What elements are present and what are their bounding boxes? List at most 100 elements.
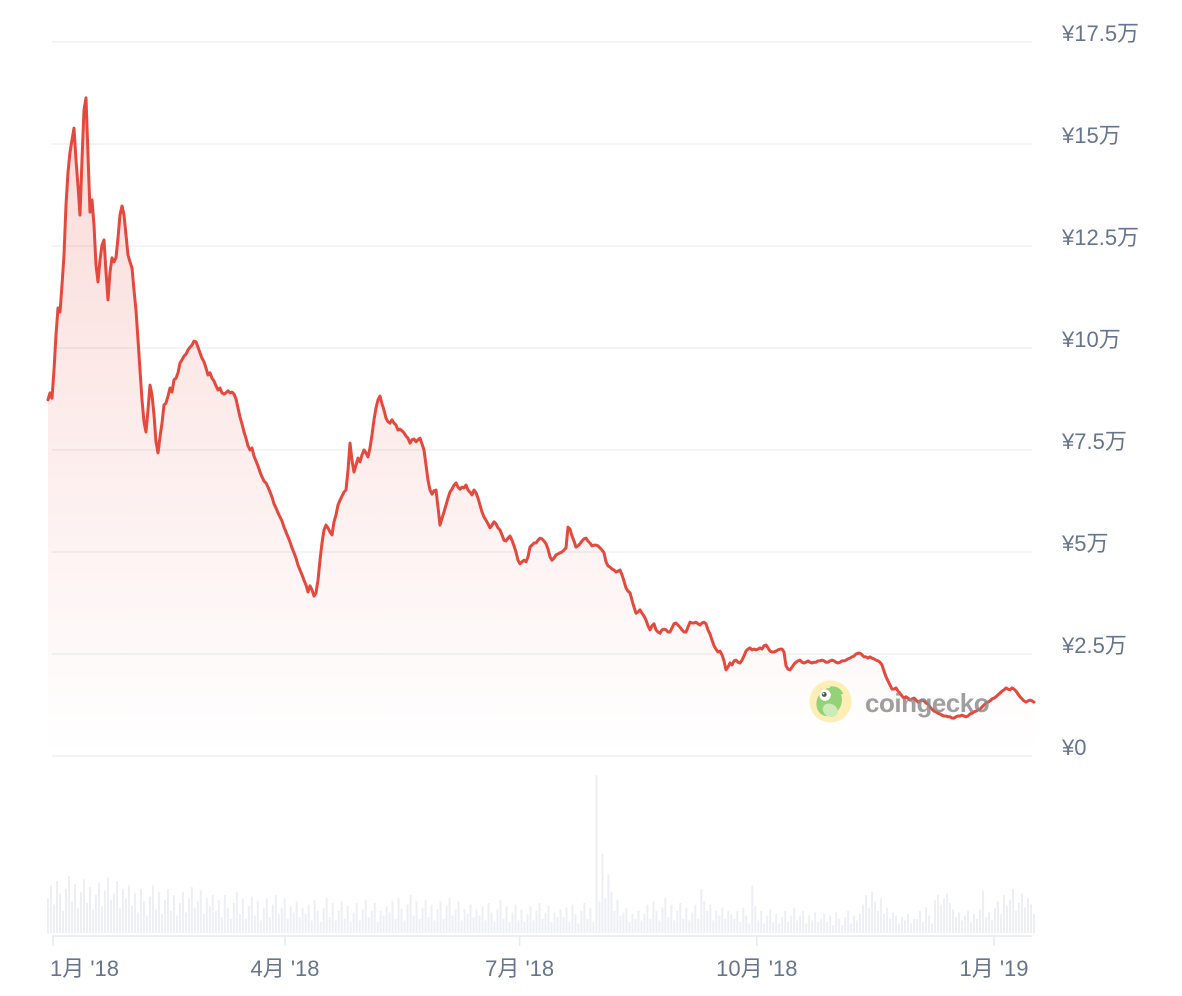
volume-bar bbox=[820, 918, 823, 933]
volume-bar bbox=[349, 921, 352, 933]
price-area-fill bbox=[48, 97, 1034, 756]
volume-bar bbox=[92, 909, 94, 933]
volume-bar bbox=[919, 910, 922, 933]
volume-bar bbox=[943, 898, 946, 933]
volume-bar bbox=[121, 888, 124, 933]
volume-bar bbox=[298, 917, 301, 933]
volume-bar bbox=[823, 914, 826, 933]
volume-bar bbox=[361, 909, 364, 933]
y-axis-label: ¥12.5万 bbox=[1061, 225, 1139, 250]
volume-bar bbox=[268, 917, 271, 933]
volume-bar bbox=[175, 915, 178, 933]
volume-bar bbox=[178, 903, 181, 933]
volume-bar bbox=[490, 912, 493, 933]
volume-bar bbox=[805, 923, 808, 933]
volume-bar bbox=[433, 920, 436, 933]
volume-bar bbox=[71, 901, 73, 933]
volume-bar bbox=[553, 912, 556, 933]
volume-bar bbox=[772, 921, 775, 933]
volume-bar bbox=[466, 914, 469, 933]
volume-bar bbox=[469, 904, 472, 933]
volume-bar bbox=[280, 907, 283, 933]
volume-bar bbox=[430, 904, 433, 933]
volume-bar bbox=[205, 898, 208, 933]
volume-bar bbox=[808, 915, 811, 933]
volume-bar bbox=[673, 920, 676, 933]
volume-bar bbox=[559, 909, 562, 933]
volume-bar bbox=[511, 912, 514, 933]
volume-bar bbox=[364, 899, 367, 933]
volume-bar bbox=[250, 896, 253, 933]
price-line bbox=[46, 96, 1036, 720]
volume-bar bbox=[565, 907, 568, 933]
volume-bar bbox=[112, 893, 115, 933]
volume-bar bbox=[1012, 888, 1014, 933]
volume-bar bbox=[145, 915, 148, 933]
volume-bar bbox=[658, 920, 661, 933]
volume-bar bbox=[325, 898, 328, 933]
volume-bar bbox=[214, 910, 217, 933]
volume-bar bbox=[973, 914, 975, 933]
volume-bar bbox=[538, 903, 541, 933]
volume-bar bbox=[65, 888, 67, 933]
volume-bar bbox=[304, 914, 307, 933]
volume-bar bbox=[499, 899, 502, 933]
volume-bar bbox=[859, 914, 862, 933]
volume-bar bbox=[211, 895, 214, 933]
volume-bar bbox=[703, 901, 706, 933]
volume-bar bbox=[277, 914, 280, 933]
volume-bar bbox=[157, 891, 160, 933]
volume-bar bbox=[376, 921, 379, 933]
volume-bar bbox=[595, 775, 598, 933]
volume-bar bbox=[901, 917, 904, 933]
volume-bar bbox=[505, 906, 508, 933]
volume-bar bbox=[352, 912, 355, 933]
volume-bar bbox=[412, 915, 415, 933]
volume-bar bbox=[301, 907, 304, 933]
volume-bar bbox=[664, 898, 667, 933]
volume-bar bbox=[577, 923, 580, 933]
volume-bar bbox=[163, 899, 166, 933]
volume-bar bbox=[136, 912, 139, 933]
volume-bar bbox=[241, 898, 244, 933]
volume-bar bbox=[247, 906, 250, 933]
volume-bar bbox=[889, 918, 892, 933]
volume-bar bbox=[292, 912, 295, 933]
volume-bar bbox=[283, 898, 286, 933]
volume-bar bbox=[502, 918, 505, 933]
volume-bar bbox=[80, 891, 82, 933]
volume-bar bbox=[196, 901, 199, 933]
volume-bar bbox=[403, 920, 406, 933]
volume-bar bbox=[1006, 906, 1008, 933]
volume-bar bbox=[256, 901, 259, 933]
volume-bar bbox=[652, 901, 655, 933]
volume-bar bbox=[397, 898, 400, 933]
volume-bar bbox=[748, 923, 751, 933]
volume-bar bbox=[202, 914, 205, 933]
volume-bar bbox=[592, 921, 595, 933]
volume-bar bbox=[994, 907, 996, 933]
volume-bar bbox=[151, 885, 154, 933]
volume-bar bbox=[367, 917, 370, 933]
volume-bar bbox=[1027, 898, 1029, 933]
volume-bar bbox=[472, 917, 475, 933]
volume-bar bbox=[208, 906, 211, 933]
volume-bar bbox=[124, 898, 127, 933]
volume-bar bbox=[373, 903, 376, 933]
volume-bar bbox=[89, 887, 91, 933]
volume-bar bbox=[844, 917, 847, 933]
volume-bar bbox=[580, 910, 583, 933]
volume-bar bbox=[424, 899, 427, 933]
volume-bar bbox=[814, 912, 817, 933]
volume-bar bbox=[853, 915, 856, 933]
volume-bar bbox=[439, 901, 442, 933]
volume-bar bbox=[550, 921, 553, 933]
volume-bar bbox=[100, 906, 103, 933]
volume-bar bbox=[77, 907, 79, 933]
volume-bar bbox=[451, 915, 454, 933]
volume-bar bbox=[961, 920, 963, 933]
volume-bar bbox=[826, 921, 829, 933]
y-axis-label: ¥5万 bbox=[1061, 531, 1108, 556]
